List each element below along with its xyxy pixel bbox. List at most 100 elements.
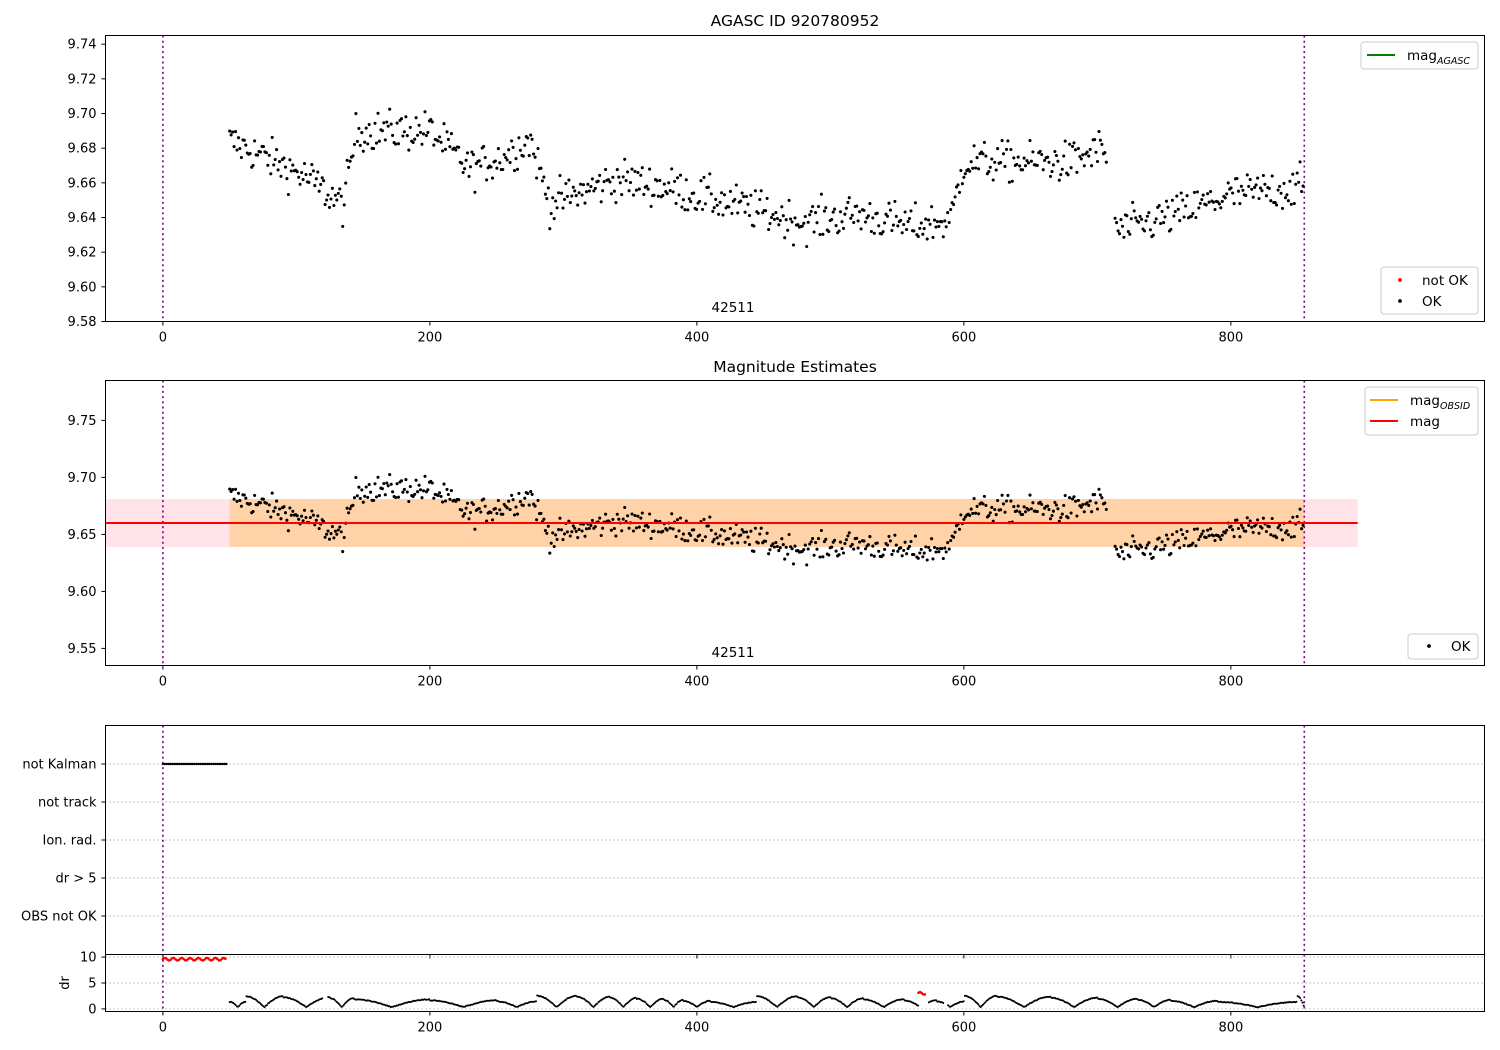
- data-point: [266, 163, 270, 167]
- data-point: [1087, 154, 1091, 158]
- agasc-status-legend: not OK OK: [1380, 266, 1479, 315]
- data-point: [1248, 178, 1252, 182]
- data-point: [1301, 523, 1305, 527]
- data-point: [355, 139, 359, 143]
- data-point: [752, 549, 756, 553]
- data-point: [1026, 508, 1031, 512]
- legend-label: OK: [1422, 294, 1443, 310]
- x-tick-label: 0: [159, 675, 167, 690]
- data-point: [300, 170, 304, 175]
- data-point: [924, 545, 928, 549]
- data-point: [1295, 514, 1299, 519]
- data-point: [1206, 192, 1210, 196]
- data-point: [786, 552, 790, 556]
- data-point: [239, 504, 243, 508]
- data-point: [347, 165, 351, 169]
- data-point: [677, 193, 681, 197]
- data-point: [275, 148, 279, 152]
- data-point: [276, 512, 280, 517]
- data-point: [1247, 523, 1251, 527]
- data-point: [1022, 505, 1026, 509]
- data-point: [1122, 235, 1126, 239]
- data-point: [507, 148, 511, 152]
- flag-point: [217, 762, 221, 766]
- data-point: [1131, 200, 1135, 204]
- data-point: [752, 224, 756, 228]
- data-point: [551, 1002, 554, 1005]
- data-point: [1206, 528, 1210, 532]
- data-point: [511, 145, 515, 149]
- flag-point: [172, 762, 176, 766]
- data-point: [304, 515, 308, 520]
- data-point: [615, 168, 619, 172]
- data-point: [1138, 214, 1142, 218]
- data-point: [996, 147, 1000, 151]
- data-point: [711, 209, 715, 213]
- data-point: [809, 540, 813, 544]
- data-point: [407, 148, 411, 152]
- flag-point: [184, 762, 187, 766]
- data-point: [1038, 149, 1042, 153]
- data-point: [1001, 502, 1006, 506]
- data-point: [617, 517, 621, 521]
- data-point: [922, 227, 926, 231]
- data-point: [1073, 148, 1078, 152]
- data-point: [317, 189, 321, 193]
- data-point: [943, 219, 947, 223]
- data-point: [565, 194, 569, 198]
- data-point: [372, 498, 376, 502]
- data-point: [1003, 510, 1007, 514]
- data-point: [620, 193, 624, 197]
- data-point: [812, 553, 816, 557]
- data-point: [747, 542, 752, 547]
- data-point: [232, 497, 236, 501]
- data-point: [1100, 496, 1104, 500]
- data-point: [333, 529, 337, 533]
- data-point: [1256, 518, 1260, 522]
- data-point: [352, 142, 357, 146]
- data-point: [652, 193, 656, 197]
- data-point: [863, 547, 868, 551]
- data-point: [695, 207, 699, 211]
- data-point: [869, 553, 873, 557]
- data-point: [708, 515, 712, 519]
- data-point: [880, 232, 884, 236]
- data-point: [722, 529, 727, 533]
- data-point: [336, 528, 340, 532]
- data-point: [1075, 170, 1079, 174]
- data-point: [709, 528, 713, 532]
- data-point: [374, 495, 379, 499]
- flags-panel-marks: not Kalman not track Ion. rad. dr > 5 OBS no…: [21, 725, 1485, 959]
- data-point: [445, 130, 449, 134]
- data-point: [323, 535, 327, 539]
- data-point: [761, 211, 765, 215]
- data-point: [568, 201, 572, 205]
- data-point: [988, 165, 992, 169]
- data-point: [1041, 168, 1045, 172]
- data-point: [1035, 509, 1039, 514]
- data-point: [418, 488, 423, 492]
- data-point: [1000, 139, 1004, 143]
- data-point: [521, 154, 525, 158]
- data-point: [1066, 173, 1070, 177]
- data-point: [442, 122, 446, 126]
- data-point: [700, 207, 705, 211]
- data-point: [1117, 232, 1122, 236]
- data-point: [1176, 538, 1180, 542]
- data-point: [887, 534, 891, 538]
- data-point: [1289, 202, 1293, 206]
- data-point: [843, 212, 847, 216]
- data-point: [589, 185, 593, 189]
- data-point: [987, 170, 991, 174]
- data-point: [829, 996, 832, 999]
- legend-swatch: [1398, 278, 1402, 282]
- data-point: [1070, 144, 1075, 148]
- data-point: [1097, 487, 1101, 491]
- data-point: [1254, 183, 1258, 187]
- flag-point: [167, 762, 170, 766]
- data-point: [1154, 545, 1158, 549]
- data-point: [634, 188, 638, 192]
- data-point: [674, 534, 678, 539]
- data-point: [866, 543, 870, 547]
- data-point: [718, 534, 722, 538]
